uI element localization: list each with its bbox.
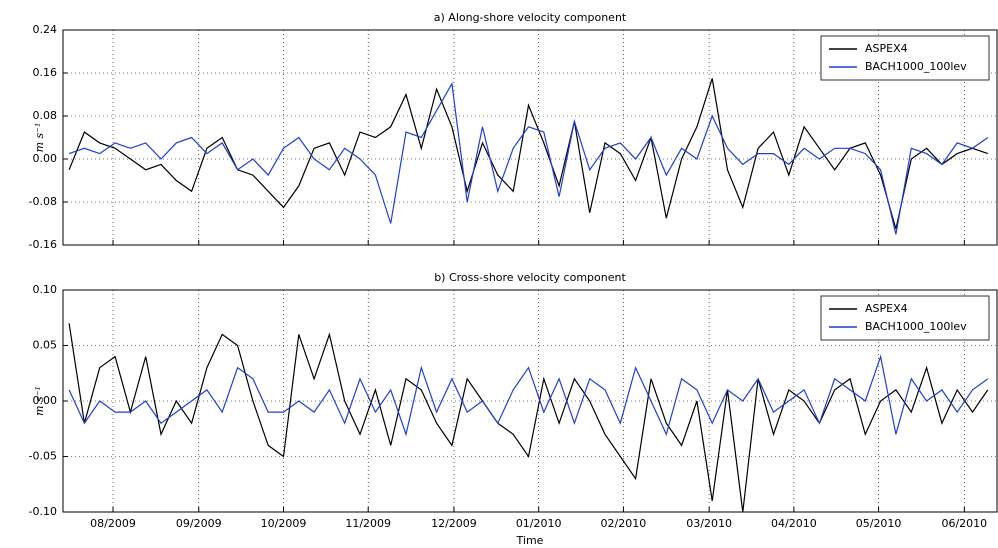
legend-label: ASPEX4 xyxy=(865,42,908,55)
y-tick-label: -0.10 xyxy=(29,505,57,518)
legend-label: BACH1000_100lev xyxy=(865,320,967,333)
y-tick-label: 0.05 xyxy=(33,339,58,352)
x-tick-label: 10/2009 xyxy=(261,517,307,530)
x-tick-label: 05/2010 xyxy=(856,517,902,530)
panel-title: b) Cross-shore velocity component xyxy=(434,271,626,284)
x-tick-label: 12/2009 xyxy=(431,517,477,530)
y-axis-label: m s⁻¹ xyxy=(33,123,46,153)
legend-label: BACH1000_100lev xyxy=(865,60,967,73)
series-line xyxy=(68,81,989,235)
x-tick-label: 01/2010 xyxy=(516,517,562,530)
legend-box xyxy=(820,295,990,341)
y-tick-label: -0.08 xyxy=(29,195,57,208)
panel-title: a) Along-shore velocity component xyxy=(434,11,627,24)
legend-box xyxy=(820,35,990,81)
y-tick-label: -0.16 xyxy=(29,238,57,251)
y-tick-label: 0.10 xyxy=(33,283,58,296)
y-tick-label: 0.24 xyxy=(33,23,58,36)
x-tick-label: 02/2010 xyxy=(601,517,647,530)
y-tick-label: 0.00 xyxy=(33,152,58,165)
series-line xyxy=(68,323,989,512)
y-tick-label: -0.05 xyxy=(29,450,57,463)
y-axis-label: m s⁻¹ xyxy=(33,386,46,416)
x-axis-label: Time xyxy=(516,534,544,547)
y-tick-label: 0.08 xyxy=(33,109,58,122)
y-tick-label: 0.00 xyxy=(33,394,58,407)
y-tick-label: 0.16 xyxy=(33,66,58,79)
x-tick-label: 04/2010 xyxy=(771,517,817,530)
x-tick-label: 11/2009 xyxy=(345,517,391,530)
x-tick-label: 06/2010 xyxy=(941,517,987,530)
x-tick-label: 03/2010 xyxy=(686,517,732,530)
series-line xyxy=(68,354,989,437)
legend-label: ASPEX4 xyxy=(865,302,908,315)
axes-frame xyxy=(62,29,998,246)
x-tick-label: 09/2009 xyxy=(176,517,222,530)
series-line xyxy=(68,78,988,230)
axes-frame xyxy=(62,289,998,513)
x-tick-label: 08/2009 xyxy=(90,517,136,530)
